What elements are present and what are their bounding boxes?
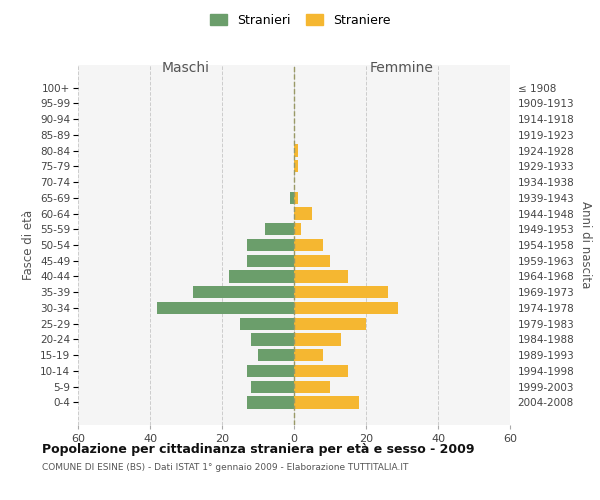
Bar [294,254,330,267]
Bar [294,318,366,330]
Text: Maschi: Maschi [162,61,210,75]
Bar [294,365,348,377]
Bar [247,239,294,251]
Bar [247,254,294,267]
Bar [294,396,359,408]
Bar [294,208,312,220]
Bar [294,302,398,314]
Bar [294,380,330,393]
Bar [240,318,294,330]
Bar [290,192,294,204]
Bar [294,144,298,156]
Bar [251,334,294,345]
Y-axis label: Anni di nascita: Anni di nascita [580,202,592,288]
Text: Popolazione per cittadinanza straniera per età e sesso - 2009: Popolazione per cittadinanza straniera p… [42,442,475,456]
Y-axis label: Fasce di età: Fasce di età [22,210,35,280]
Text: COMUNE DI ESINE (BS) - Dati ISTAT 1° gennaio 2009 - Elaborazione TUTTITALIA.IT: COMUNE DI ESINE (BS) - Dati ISTAT 1° gen… [42,462,409,471]
Bar [229,270,294,282]
Bar [258,349,294,362]
Text: Femmine: Femmine [370,61,434,75]
Bar [294,160,298,172]
Bar [294,239,323,251]
Bar [247,365,294,377]
Bar [265,223,294,235]
Bar [294,334,341,345]
Bar [294,223,301,235]
Bar [294,270,348,282]
Bar [294,286,388,298]
Bar [294,349,323,362]
Legend: Stranieri, Straniere: Stranieri, Straniere [205,8,395,32]
Bar [157,302,294,314]
Bar [251,380,294,393]
Bar [193,286,294,298]
Bar [294,192,298,204]
Bar [247,396,294,408]
